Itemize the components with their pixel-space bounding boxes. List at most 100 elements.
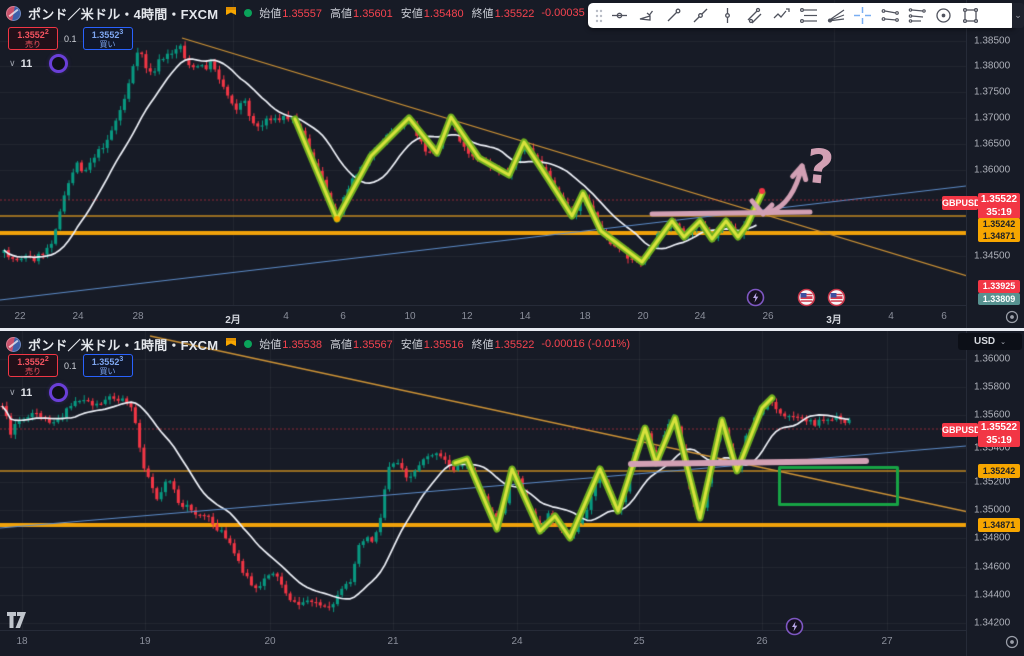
time-axis-1h[interactable]: 18 19 20 21 24 25 26 27 (0, 630, 966, 655)
level-1-badge: 1.35242 (978, 464, 1020, 478)
pattern-abcd-tool-icon[interactable] (876, 3, 903, 28)
level-low-2-badge: 1.33809 (978, 293, 1020, 305)
price-change: -0.00016 (-0.01%) (541, 338, 630, 350)
currency-dropdown[interactable]: USD ⌄ (958, 333, 1022, 350)
gann-fan-tool-icon[interactable] (822, 3, 849, 28)
polyline-arrow-tool-icon[interactable] (768, 3, 795, 28)
spread-value: 0.1 (64, 360, 77, 371)
toolbar-more-button[interactable]: ⌄ (1012, 3, 1024, 28)
price-tick-label: 1.34400 (974, 589, 1011, 601)
flagged-symbol-icon[interactable] (225, 6, 237, 20)
price-axis-4h[interactable]: 1.38500 1.38000 1.37500 1.37000 1.36500 1.360… (942, 0, 1024, 329)
chevron-down-icon[interactable]: ∨ (9, 58, 16, 68)
badge-value: GBPUSD (942, 425, 981, 435)
indicators-row: ∨ 11 (9, 54, 69, 73)
sell-button[interactable]: 1.35522 売り (8, 354, 58, 377)
ohlc-item: 高値1.35567 (330, 336, 393, 352)
buy-button[interactable]: 1.35523 買い (82, 27, 133, 50)
pane-divider[interactable] (0, 328, 1024, 331)
trend-line-tool-icon[interactable] (660, 3, 687, 28)
axis-settings-icon[interactable] (1005, 635, 1020, 650)
price-tick-label: 1.37000 (974, 112, 1011, 124)
ohlc-label: 高値 (330, 339, 353, 351)
indicator-count[interactable]: 11 (20, 386, 33, 399)
badge-value: GBPUSD (942, 198, 981, 208)
time-tick-label: 10 (404, 311, 416, 322)
buy-button[interactable]: 1.35523 買い (82, 354, 133, 377)
buy-label: 買い (99, 39, 116, 49)
symbol-title[interactable]: ポンド／米ドル・4時間・FXCM (28, 6, 219, 22)
ohlc-item: 終値1.35522 (472, 5, 535, 21)
time-tick-label: 27 (881, 636, 893, 647)
toolbar-grip-handle[interactable] (592, 3, 606, 28)
price-chart-canvas-4h[interactable] (0, 0, 1024, 329)
sell-price: 1.35522 (17, 28, 49, 40)
flagged-symbol-icon[interactable] (225, 337, 237, 351)
ohlc-item: 安値1.35516 (401, 336, 464, 352)
us-economic-event-icon[interactable] (797, 288, 816, 312)
plugin-ring-icon[interactable] (49, 383, 69, 402)
level-2-badge: 1.34871 (978, 518, 1020, 532)
ohlc-label: 安値 (400, 339, 423, 351)
level-upper-badge: 1.35242 1.34871 (978, 218, 1020, 242)
ohlc-label: 終値 (471, 8, 494, 20)
circle-tool-icon[interactable] (930, 3, 957, 28)
symbol-title[interactable]: ポンド／米ドル・1時間・FXCM (28, 337, 219, 353)
time-tick-label: 24 (511, 636, 523, 647)
price-tick-label: 1.34500 (974, 250, 1011, 262)
time-tick-label: 28 (132, 311, 144, 322)
ohlc-value: 1.35522 (494, 339, 535, 351)
plugin-ring-icon[interactable] (49, 54, 69, 73)
symbol-label-badge: GBPUSD (942, 196, 981, 210)
price-tick-label: 1.36500 (974, 138, 1011, 150)
buy-price: 1.35523 (91, 28, 124, 40)
indicator-count[interactable]: 11 (20, 57, 33, 70)
time-tick-label: 25 (633, 636, 645, 647)
question-mark-annotation: ? (803, 138, 837, 197)
price-chart-canvas-1h[interactable] (0, 331, 1024, 656)
time-tick-label: 18 (579, 311, 591, 322)
chevron-down-icon[interactable]: ∨ (9, 387, 16, 397)
last-price-badge: 1.35522 35:19 (978, 193, 1020, 219)
last-price-badge: 1.35522 35:19 (978, 421, 1020, 447)
event-lightning-icon[interactable] (746, 288, 765, 312)
badge-value: 1.35242 (982, 219, 1016, 229)
time-tick-label: 26 (756, 636, 768, 647)
rectangle-tool-icon[interactable] (957, 3, 984, 28)
badge-value: 35:19 (986, 435, 1012, 446)
time-tick-label: 6 (340, 311, 346, 322)
trade-buttons-row: 1.35522 売り 0.1 1.35523 買い (8, 354, 133, 377)
time-tick-label: 20 (637, 311, 649, 322)
time-tick-label: 24 (694, 311, 706, 322)
price-tick-label: 1.37500 (974, 86, 1011, 98)
badge-value: 35:19 (986, 207, 1012, 218)
badge-value: 1.33925 (982, 281, 1016, 291)
sell-label: 売り (25, 39, 41, 49)
us-economic-event-icon[interactable] (827, 288, 846, 312)
ohlc-item: 始値1.35538 (259, 336, 322, 352)
cross-line-tool-icon[interactable] (606, 3, 633, 28)
symbol-label-badge: GBPUSD (942, 423, 981, 437)
chart-panel-1h: ポンド／米ドル・1時間・FXCM 始値1.35538 高値1.35567 安値1.35… (0, 331, 1024, 656)
vertical-line-tool-icon[interactable] (714, 3, 741, 28)
axis-settings-icon[interactable] (1005, 310, 1020, 325)
event-lightning-icon[interactable] (785, 617, 804, 641)
fib-retracement-tool-icon[interactable] (795, 3, 822, 28)
crosshair-tool-icon[interactable] (849, 3, 876, 28)
currency-label: USD (974, 336, 996, 347)
forecast-tool-icon[interactable] (633, 3, 660, 28)
ohlc-label: 終値 (471, 339, 494, 351)
ray-tool-icon[interactable] (687, 3, 714, 28)
symbol-flag-icon (6, 5, 21, 21)
sell-button[interactable]: 1.35522 売り (8, 27, 58, 50)
pattern-xabcd-tool-icon[interactable] (903, 3, 930, 28)
time-tick-label: 24 (72, 311, 84, 322)
parallel-channel-tool-icon[interactable] (741, 3, 768, 28)
symbol-flag-icon (6, 336, 21, 352)
ohlc-values: 始値1.35538 高値1.35567 安値1.35516 終値1.35522 (259, 336, 534, 352)
chart-header-1h: ポンド／米ドル・1時間・FXCM 始値1.35538 高値1.35567 安値1.35… (6, 335, 630, 353)
time-axis-4h[interactable]: 22 24 28 2月 4 6 10 12 14 18 20 24 26 3月 4 6 (0, 305, 966, 329)
drawing-toolbar[interactable] (588, 3, 1016, 28)
price-axis-1h[interactable]: 1.36000 1.35800 1.35600 1.35400 1.35200 1.350… (942, 331, 1024, 656)
ohlc-item: 高値1.35601 (330, 5, 393, 21)
